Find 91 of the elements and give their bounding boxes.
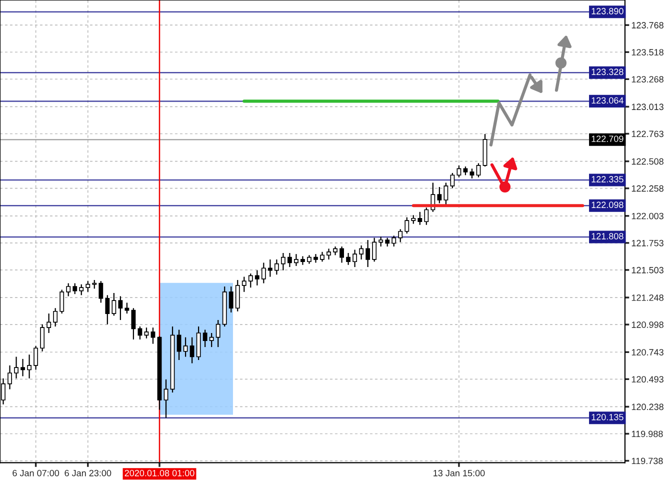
candlestick — [366, 239, 370, 268]
candlestick — [138, 326, 142, 340]
candlestick — [398, 228, 403, 243]
candlestick — [98, 280, 104, 304]
candlestick — [112, 292, 116, 316]
candlestick — [86, 280, 90, 292]
ref-line-label: 123.064 — [592, 97, 624, 104]
candlestick — [164, 378, 168, 418]
candlestick — [359, 244, 364, 260]
ref-line-label: 123.890 — [592, 8, 624, 14]
candlestick — [216, 319, 220, 348]
candlestick — [254, 270, 260, 286]
candlestick — [131, 308, 136, 340]
candlestick — [378, 236, 384, 248]
y-tick-label: 119.738 — [632, 458, 663, 464]
candlestick — [183, 336, 188, 358]
y-tick-label: 121.753 — [632, 240, 664, 246]
candlestick — [418, 211, 422, 226]
y-tick-label: 121.503 — [632, 266, 664, 274]
candlestick — [294, 254, 298, 267]
ref-line-label: 122.098 — [592, 202, 624, 208]
candlestick — [144, 327, 149, 339]
y-tick-label: 123.268 — [632, 76, 664, 82]
x-tick-label: 6 Jan 07:00 — [12, 470, 60, 476]
candlestick — [105, 294, 110, 325]
y-tick-label: 123.518 — [632, 49, 664, 56]
ref-line-label: 123.328 — [592, 68, 624, 76]
candlestick — [14, 356, 18, 379]
candlestick — [280, 252, 286, 271]
candlestick — [46, 312, 52, 334]
candlestick — [437, 186, 442, 204]
ref-line-label: 122.709 — [592, 136, 624, 142]
candlestick — [72, 282, 78, 295]
candlestick — [320, 251, 324, 262]
y-tick-label: 123.768 — [632, 22, 664, 28]
y-tick-label: 122.003 — [632, 212, 664, 220]
candlestick — [476, 162, 481, 178]
y-tick-label: 120.493 — [632, 376, 664, 383]
ref-line-label: 122.335 — [592, 176, 624, 182]
candlestick — [60, 289, 64, 314]
candlestick — [274, 258, 279, 276]
candlestick — [326, 248, 331, 260]
x-tick-label: 13 Jan 15:00 — [434, 470, 485, 476]
candlestick — [40, 324, 45, 352]
candlestick — [450, 172, 455, 189]
candlestick — [228, 286, 234, 313]
candlestick — [404, 216, 410, 234]
ref-line-label: 120.135 — [592, 414, 624, 420]
candlestick — [242, 276, 246, 292]
candlestick — [27, 354, 32, 379]
y-tick-label: 122.763 — [632, 130, 664, 138]
y-tick-label: 120.998 — [632, 322, 664, 328]
candlestick — [34, 345, 38, 370]
candlestick — [53, 308, 58, 328]
candlestick — [470, 168, 474, 179]
candlestick — [300, 256, 305, 266]
candlestick — [196, 326, 201, 361]
candlestick — [340, 246, 344, 264]
y-tick-label: 122.258 — [632, 185, 664, 192]
candlestick — [287, 252, 292, 268]
candlestick — [202, 329, 208, 348]
candlestick — [66, 282, 71, 297]
candlestick — [372, 237, 377, 262]
y-tick-label: 123.013 — [632, 104, 664, 110]
candlestick — [268, 258, 272, 278]
y-tick-label: 120.238 — [632, 404, 664, 410]
candlestick — [118, 296, 123, 321]
candlestick — [8, 364, 12, 390]
candlestick — [444, 182, 448, 206]
candlestick — [176, 329, 182, 361]
ref-line-label: 121.808 — [592, 233, 624, 240]
x-tick-label: 2020.01.08 01:00 — [124, 470, 194, 476]
candlestick — [20, 358, 25, 377]
candlestick — [209, 332, 214, 348]
x-tick-label: 6 Jan 23:00 — [64, 470, 112, 476]
candlestick — [261, 262, 266, 284]
candlestick — [150, 327, 156, 344]
candlestick — [124, 302, 130, 314]
candlestick — [190, 336, 194, 364]
candlestick — [79, 284, 84, 296]
candlestick — [456, 164, 462, 178]
candlestick — [424, 207, 429, 226]
candlestick — [248, 272, 253, 288]
y-tick-label: 121.248 — [632, 294, 664, 301]
y-tick-label: 120.743 — [632, 349, 664, 356]
y-tick-label: 119.988 — [632, 430, 663, 438]
y-tick-label: 122.508 — [632, 158, 664, 165]
candlestick — [346, 252, 350, 266]
candlestick — [352, 249, 358, 268]
candlestick — [392, 235, 396, 248]
candlestick — [235, 279, 240, 312]
